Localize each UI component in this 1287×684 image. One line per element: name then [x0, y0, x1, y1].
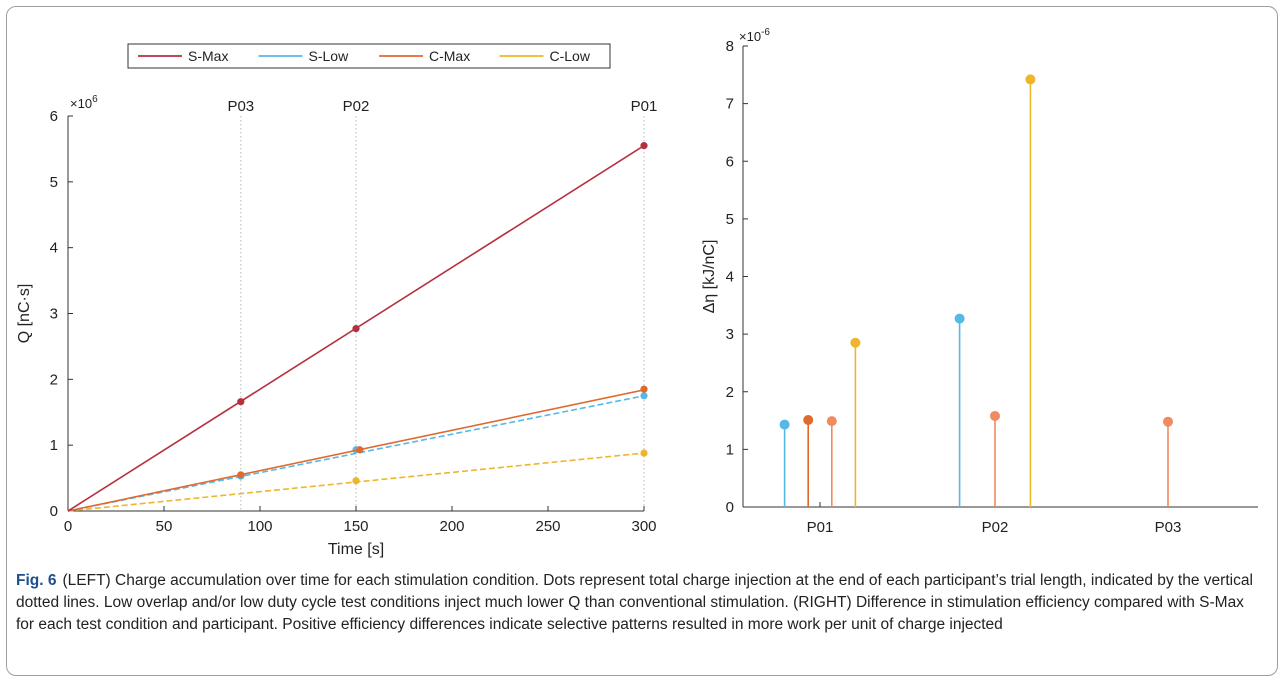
y-tick-label: 8	[726, 38, 734, 55]
series-point-c-max	[237, 471, 245, 479]
y-tick-label: 0	[726, 499, 734, 516]
legend-label-c-max: C-Max	[429, 48, 470, 64]
stem-marker-p01-c-low	[850, 337, 861, 348]
vline-label-p03: P03	[227, 98, 254, 115]
x-axis-label: Time [s]	[328, 541, 384, 558]
y-axis-label: Q [nC·s]	[16, 284, 33, 344]
x-tick-label: 0	[64, 518, 72, 535]
y-tick-label: 3	[50, 306, 58, 323]
y-tick-label: 4	[50, 240, 58, 257]
figure-caption: Fig. 6 (LEFT) Charge accumulation over ti…	[16, 570, 1256, 636]
stem-marker-p01-s-low	[779, 419, 790, 430]
figure-label: Fig. 6	[16, 572, 57, 589]
x-tick-label-p02: P02	[982, 519, 1009, 536]
series-line-s-low	[67, 395, 645, 512]
x-tick-label: 300	[631, 518, 656, 535]
y-multiplier-exponent: 6	[92, 94, 98, 105]
x-tick-label: 250	[535, 518, 560, 535]
figure-frame	[6, 6, 1278, 676]
y-tick-label: 5	[726, 211, 734, 228]
y-tick-label: 6	[726, 153, 734, 170]
stem-marker-p02-s-low	[954, 313, 965, 324]
series-line-c-max	[67, 389, 645, 512]
stem-marker-p02-c-max-light	[990, 410, 1000, 421]
y-tick-label: 2	[50, 371, 58, 388]
series-point-s-max	[352, 325, 360, 333]
series-point-s-low	[640, 392, 648, 400]
legend-label-c-low: C-Low	[550, 48, 591, 64]
vline-label-p02: P02	[343, 98, 370, 115]
y-tick-label: 2	[726, 384, 734, 401]
y-tick-label: 0	[50, 503, 58, 520]
y-tick-label: 1	[726, 441, 734, 458]
series-point-c-low	[640, 449, 648, 457]
stem-marker-p02-c-low	[1025, 74, 1036, 85]
stem-marker-p01-c-max-light	[826, 416, 837, 427]
stem-marker-p01-c-max	[803, 414, 814, 425]
y-tick-label: 4	[726, 269, 734, 286]
y-tick-label: 7	[726, 96, 734, 113]
x-tick-label: 150	[343, 518, 368, 535]
series-point-c-max	[640, 385, 648, 393]
y-multiplier: ×10-6	[739, 27, 770, 44]
x-tick-label-p01: P01	[807, 519, 834, 536]
right-chart-efficiency-difference: 0 1 2 3 4 5 6 7 8 P01 P02 P03 ×10-6 Δη [kJ/nC]	[701, 27, 1258, 536]
series-point-c-low	[352, 477, 360, 485]
legend: S-Max S-Low C-Max C-Low	[127, 43, 611, 69]
y-multiplier: ×106	[70, 94, 98, 111]
y-tick-label: 3	[726, 326, 734, 343]
y-tick-label: 6	[50, 108, 58, 125]
x-tick-label: 200	[439, 518, 464, 535]
series-point-c-max	[356, 446, 364, 454]
legend-label-s-low: S-Low	[309, 48, 350, 64]
vline-label-p01: P01	[631, 98, 658, 115]
x-tick-label: 100	[247, 518, 272, 535]
y-tick-label: 5	[50, 174, 58, 191]
x-tick-label: 50	[156, 518, 173, 535]
legend-label-s-max: S-Max	[188, 48, 228, 64]
y-multiplier-exponent: -6	[761, 27, 770, 38]
series-point-s-max	[640, 142, 648, 150]
y-axis-label: Δη [kJ/nC]	[701, 240, 718, 314]
x-tick-label-p03: P03	[1155, 519, 1182, 536]
stem-marker-p03-c-max-light	[1163, 416, 1173, 427]
y-tick-label: 1	[50, 437, 58, 454]
caption-text: (LEFT) Charge accumulation over time for…	[16, 572, 1253, 633]
series-point-s-max	[237, 398, 245, 406]
